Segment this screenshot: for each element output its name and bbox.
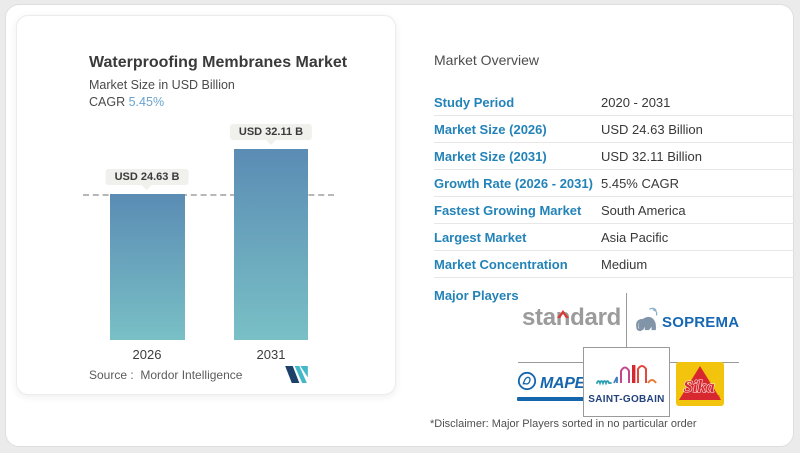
overview-table: Study Period 2020 - 2031 Market Size (202… [434, 89, 794, 278]
table-row: Largest Market Asia Pacific [434, 224, 794, 251]
table-row: Market Concentration Medium [434, 251, 794, 278]
bar-value-text: USD 24.63 B [114, 170, 180, 183]
table-row: Study Period 2020 - 2031 [434, 89, 794, 116]
bar-value-text: USD 32.11 B [238, 126, 304, 139]
row-value: 2020 - 2031 [601, 95, 671, 110]
bar-2031 [234, 149, 308, 340]
row-value: South America [601, 203, 686, 218]
standard-text: dard [570, 304, 621, 331]
source-label: Source : [89, 368, 134, 382]
report-card: Waterproofing Membranes Market Market Si… [5, 4, 794, 447]
x-axis-tick-2031: 2031 [256, 347, 286, 362]
mapei-text: MAPEI [540, 374, 590, 392]
mapei-logo: MAPEI [517, 371, 589, 401]
row-label: Fastest Growing Market [434, 203, 582, 218]
standard-n: n [556, 304, 571, 332]
row-value: Asia Pacific [601, 230, 669, 245]
major-players-label: Major Players [434, 288, 519, 303]
row-label: Growth Rate (2026 - 2031) [434, 176, 593, 191]
source-line: Source : Mordor Intelligence [89, 368, 242, 382]
row-value: Medium [601, 257, 648, 272]
soprema-logo: SOPREMA [633, 306, 739, 339]
standard-text: sta [522, 304, 556, 331]
table-row: Growth Rate (2026 - 2031) 5.45% CAGR [434, 170, 794, 197]
sika-text: Sika [683, 377, 715, 396]
row-value: 5.45% CAGR [601, 176, 680, 191]
bar-value-label-2026: USD 24.63 B [105, 168, 189, 185]
mapei-banner [517, 397, 590, 401]
soprema-elephant-icon [633, 306, 660, 339]
table-row: Market Size (2031) USD 32.11 Billion [434, 143, 794, 170]
cagr-value: 5.45% [128, 95, 165, 109]
players-connector-vertical [626, 293, 627, 347]
chart-title: Waterproofing Membranes Market [89, 54, 348, 71]
standard-logo: sta ndard [522, 304, 621, 332]
mordor-intelligence-logo-icon [285, 366, 308, 388]
bar-2026 [110, 193, 185, 340]
row-label: Study Period [434, 95, 515, 110]
row-label: Market Concentration [434, 257, 568, 272]
soprema-text: SOPREMA [662, 314, 740, 331]
table-row: Fastest Growing Market South America [434, 197, 794, 224]
source-value: Mordor Intelligence [140, 368, 243, 382]
chart-subtitle: Market Size in USD Billion [89, 78, 235, 92]
saint-gobain-text: SAINT-GOBAIN [588, 394, 665, 405]
row-value: USD 32.11 Billion [601, 149, 702, 164]
saint-gobain-skyline-icon [594, 359, 660, 392]
bar-value-label-2031: USD 32.11 B [229, 124, 313, 141]
row-label: Market Size (2031) [434, 149, 547, 164]
chart-card: Waterproofing Membranes Market Market Si… [16, 15, 396, 395]
sika-registered-mark: ® [716, 395, 721, 402]
sika-logo: Sika ® [676, 362, 724, 412]
table-row: Market Size (2026) USD 24.63 Billion [434, 116, 794, 143]
overview-heading: Market Overview [434, 52, 540, 68]
cagr-label: CAGR [89, 95, 126, 109]
saint-gobain-logo: SAINT-GOBAIN [583, 347, 670, 417]
players-disclaimer: *Disclaimer: Major Players sorted in no … [430, 418, 697, 430]
x-axis-tick-2026: 2026 [132, 347, 162, 362]
chart-cagr-line: CAGR 5.45% [89, 95, 164, 109]
mapei-emblem-icon [517, 371, 537, 396]
row-label: Largest Market [434, 230, 527, 245]
standard-caret-icon [556, 297, 569, 325]
row-label: Market Size (2026) [434, 122, 547, 137]
reference-dashed-line [83, 194, 334, 196]
row-value: USD 24.63 Billion [601, 122, 703, 137]
